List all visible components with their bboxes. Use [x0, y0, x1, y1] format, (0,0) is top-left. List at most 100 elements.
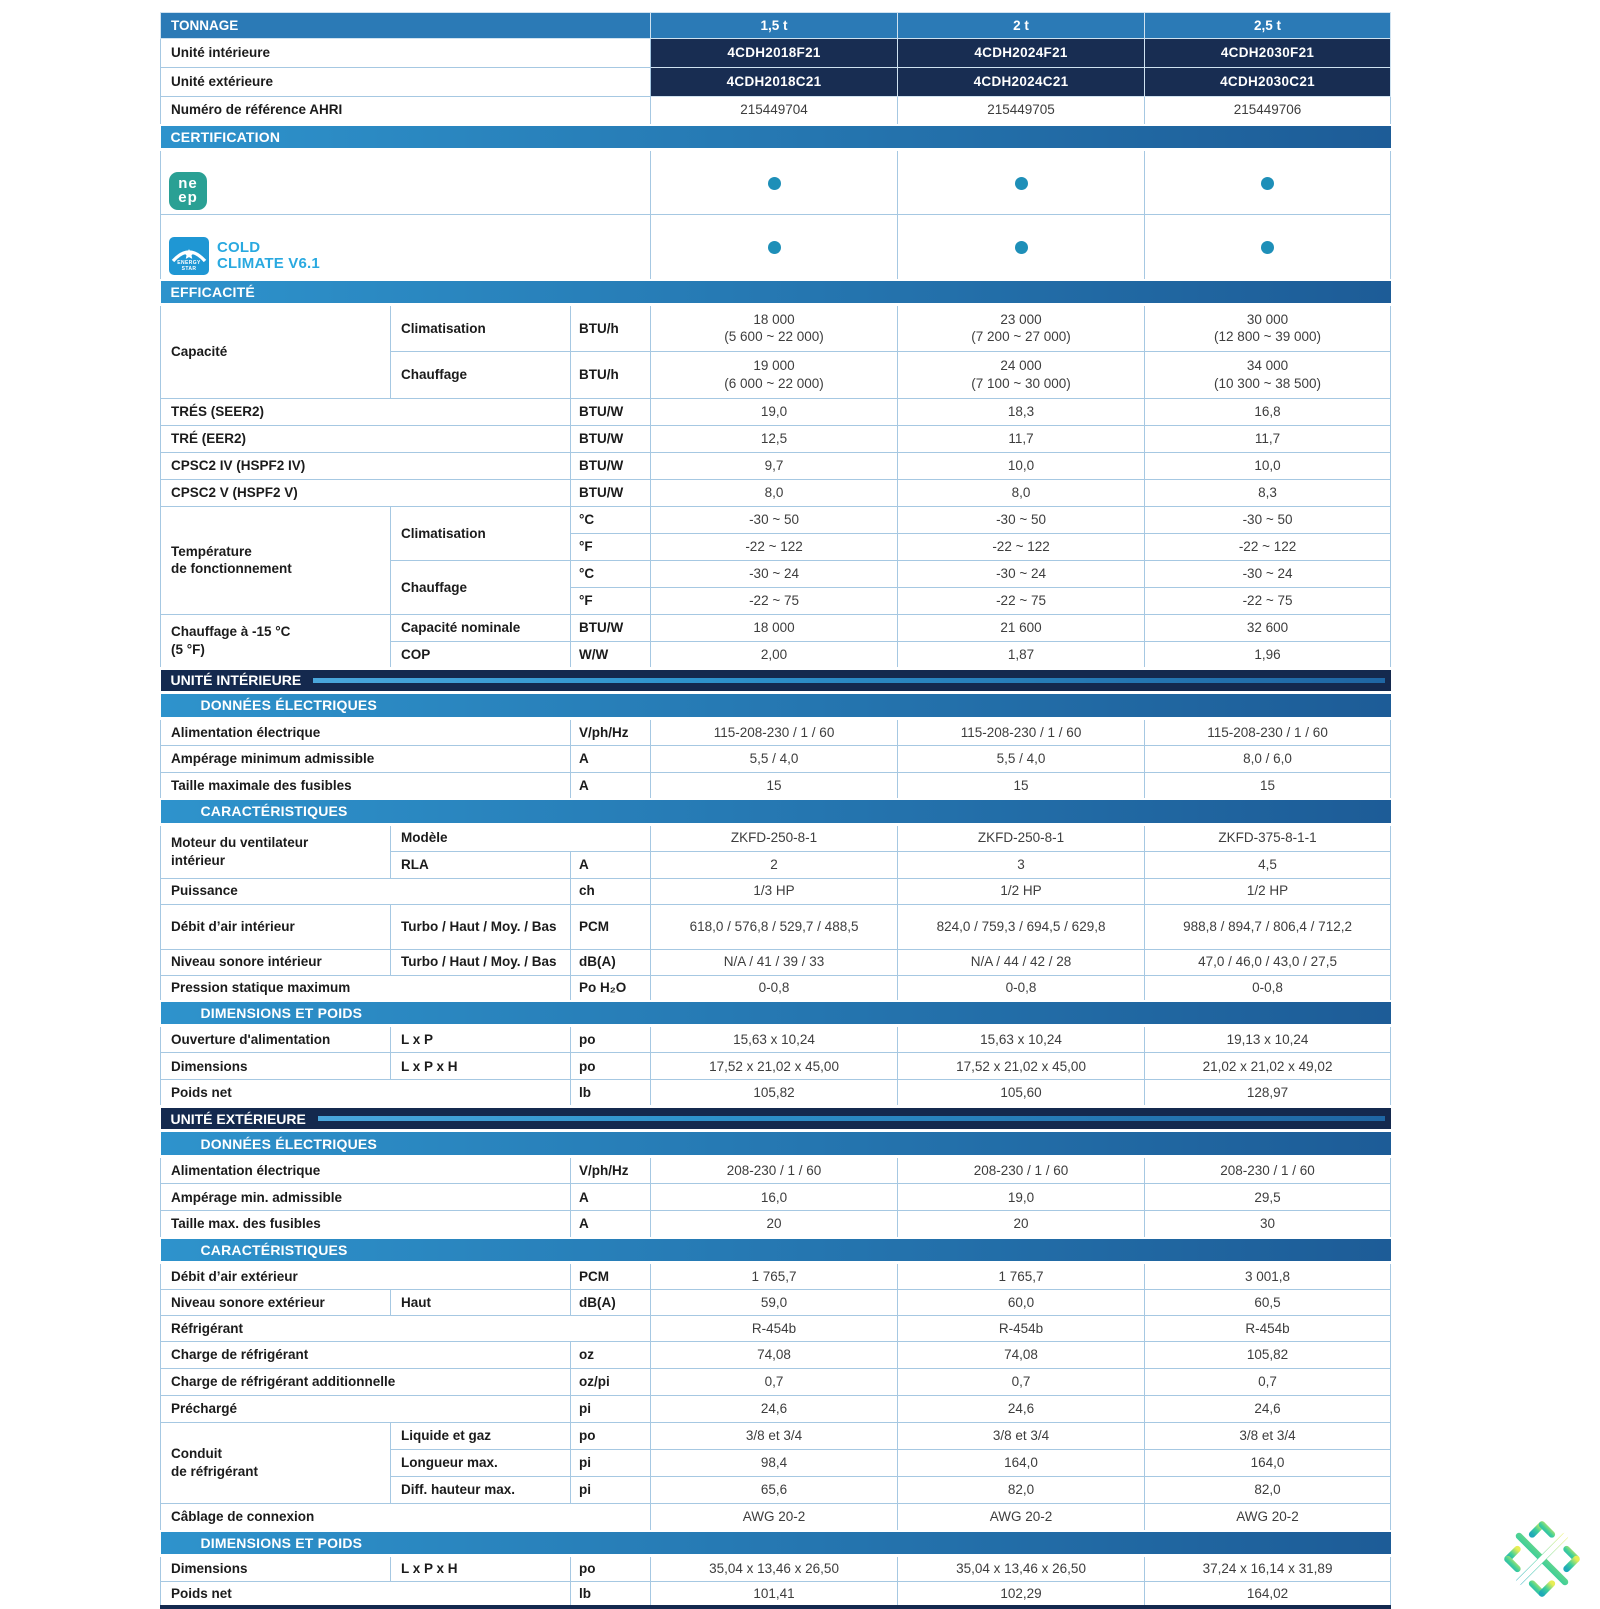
unit-cell: ch — [569, 877, 652, 905]
value-cell: -30 ~ 24 — [650, 559, 899, 588]
value-cell: 30 — [1144, 1210, 1392, 1239]
section-header: CERTIFICATION — [160, 123, 1391, 151]
row-label: Préchargé — [160, 1395, 571, 1424]
value-cell: 35,04 x 13,46 x 26,50 — [897, 1554, 1146, 1582]
value-cell: 0,7 — [897, 1368, 1146, 1397]
value-cell: 2 — [650, 850, 899, 879]
certified-dot-icon — [1261, 176, 1275, 190]
major-section-header: UNITÉ EXTÉRIEURE — [160, 1105, 1391, 1133]
table-row: Poids net lb 101,41 102,29 164,02 — [160, 1580, 1392, 1608]
value-cell: AWG 20-2 — [650, 1503, 899, 1532]
row-label: Niveau sonore intérieur — [160, 948, 391, 976]
neep-logo: ne ep — [169, 172, 207, 211]
value-cell: 18,3 — [897, 397, 1146, 426]
value-cell: 17,52 x 21,02 x 45,00 — [650, 1052, 899, 1081]
unit-cell: BTU/W — [569, 397, 652, 426]
row-label: Débit d’air intérieur — [160, 903, 391, 950]
table-row: Puissance ch 1/3 HP 1/2 HP 1/2 HP — [160, 877, 1392, 905]
value-cell: 15,63 x 10,24 — [650, 1025, 899, 1054]
value-cell: 74,08 — [650, 1341, 899, 1370]
unit-cell: dB(A) — [569, 948, 652, 976]
unit-cell: BTU/W — [569, 613, 652, 642]
value-cell: 8,0 — [650, 478, 899, 507]
value-cell: 0-0,8 — [1144, 974, 1392, 1002]
table-row: Ampérage minimum admissible A 5,5 / 4,0 5,5… — [160, 744, 1392, 773]
value-cell: R-454b — [1144, 1315, 1392, 1343]
row-sublabel: Longueur max. — [390, 1449, 571, 1478]
unit-cell: A — [569, 744, 652, 773]
row-label: CPSC2 V (HSPF2 V) — [160, 478, 571, 507]
value-cell: 21,02 x 21,02 x 49,02 — [1144, 1052, 1392, 1081]
model-number-cell: 4CDH2018C21 — [650, 67, 899, 97]
table-row: Conduit de réfrigérant Liquide et gaz po 3/… — [160, 1422, 1392, 1505]
subsection-header: CARACTÉRISTIQUES — [160, 1236, 1391, 1265]
value-cell: 12,5 — [650, 424, 899, 453]
tonnage-header-cell: 2,5 t — [1144, 12, 1392, 39]
row-label: TRÉ (EER2) — [160, 424, 571, 453]
row-label: Alimentation électrique — [160, 1156, 571, 1185]
value-cell: -22 ~ 75 — [1144, 586, 1392, 615]
row-label: Unité extérieure — [159, 67, 652, 97]
value-cell: 5,5 / 4,0 — [650, 744, 899, 773]
row-sublabel: Climatisation — [390, 303, 571, 352]
value-cell: -30 ~ 50 — [650, 505, 899, 534]
model-number-cell: 4CDH2030F21 — [1144, 38, 1392, 68]
unit-cell: oz/pi — [569, 1368, 652, 1397]
row-label: Débit d’air extérieur — [160, 1262, 571, 1291]
row-label: Pression statique maximum — [160, 974, 571, 1002]
row-sublabel: L x P x H — [390, 1554, 571, 1582]
value-cell: 24,6 — [650, 1395, 899, 1424]
value-cell: 4,5 — [1144, 850, 1392, 879]
row-label: Ampérage minimum admissible — [160, 744, 571, 773]
table-row: TRÉS (SEER2) BTU/W 19,0 18,3 16,8 — [160, 397, 1392, 426]
table-row: Chauffage BTU/h 19 000 (6 000 ~ 22 000) 24 … — [161, 350, 1392, 399]
section-divider-line — [313, 677, 1385, 683]
row-label: Ampérage min. admissible — [160, 1183, 571, 1212]
row-sublabel: Capacité nominale — [390, 613, 571, 642]
value-cell: 82,0 — [897, 1476, 1146, 1505]
table-row: Ampérage min. admissible A 16,0 19,0 29,5 — [160, 1183, 1392, 1212]
value-cell: 0,7 — [1144, 1368, 1392, 1397]
row-sublabel: Liquide et gaz — [390, 1422, 571, 1451]
value-cell: 24,6 — [1144, 1395, 1392, 1424]
value-cell: 82,0 — [1144, 1476, 1392, 1505]
row-label: Poids net — [160, 1580, 571, 1608]
value-cell: 20 — [650, 1210, 899, 1239]
value-cell: 5,5 / 4,0 — [897, 744, 1146, 773]
row-label: Taille max. des fusibles — [160, 1210, 571, 1239]
value-cell: 115-208-230 / 1 / 60 — [650, 717, 899, 746]
value-cell: 16,8 — [1144, 397, 1392, 426]
value-cell: -22 ~ 122 — [897, 532, 1146, 561]
section-header: EFFICACITÉ — [160, 278, 1391, 306]
table-row: DIMENSIONS ET POIDS — [160, 1529, 1391, 1557]
value-cell: 1 765,7 — [897, 1262, 1146, 1291]
subsection-header: DIMENSIONS ET POIDS — [160, 1529, 1391, 1557]
subsection-header: DONNÉES ÉLECTRIQUES — [160, 1129, 1391, 1159]
energy-star-label: ENERGY STAR — [177, 259, 201, 273]
row-label: Température de fonctionnement — [160, 505, 391, 615]
value-cell: 3/8 et 3/4 — [650, 1422, 899, 1451]
value-cell: 15 — [650, 771, 899, 800]
value-cell: 208-230 / 1 / 60 — [650, 1156, 899, 1185]
table-row: Niveau sonore intérieur Turbo / Haut / Mo… — [160, 948, 1392, 976]
value-cell: -22 ~ 122 — [650, 532, 899, 561]
unit-cell: lb — [569, 1580, 652, 1608]
table-row: Taille maximale des fusibles A 15 15 15 — [160, 771, 1392, 800]
row-label: TRÉS (SEER2) — [160, 397, 571, 426]
row-sublabel: L x P x H — [390, 1052, 571, 1081]
value-cell: 24,6 — [897, 1395, 1146, 1424]
value-cell: 8,0 / 6,0 — [1144, 744, 1392, 773]
model-number-cell: 4CDH2018F21 — [650, 38, 899, 68]
row-sublabel: Haut — [390, 1289, 571, 1317]
subsection-header: DONNÉES ÉLECTRIQUES — [160, 691, 1391, 720]
table-row: Préchargé pi 24,6 24,6 24,6 — [160, 1395, 1392, 1424]
value-cell: 18 000 — [650, 613, 899, 642]
row-sublabel: Turbo / Haut / Moy. / Bas — [390, 948, 571, 976]
table-row: Alimentation électrique V/ph/Hz 115-208-23… — [160, 717, 1392, 746]
table-row: EFFICACITÉ — [160, 278, 1391, 306]
value-cell: 164,02 — [1144, 1580, 1392, 1608]
neep-logo-text: ep — [178, 189, 198, 207]
row-sublabel: COP — [390, 640, 571, 669]
table-row: UNITÉ EXTÉRIEURE — [160, 1105, 1391, 1133]
tonnage-header-label: TONNAGE — [159, 12, 652, 39]
